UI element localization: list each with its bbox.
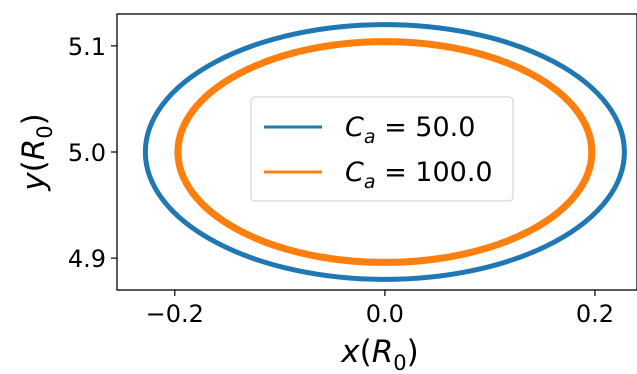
legend-frame	[250, 96, 514, 202]
ticks-layer: −0.2 0.0 0.2 4.9 5.0 5.1	[68, 33, 614, 328]
x-tick-label-2: 0.2	[576, 300, 614, 328]
legend-label-1-base: C	[345, 157, 364, 188]
legend-label-0-sub: a	[364, 126, 376, 148]
y-tick-label-2: 5.1	[68, 33, 106, 61]
series-ellipse-1	[174, 38, 596, 266]
legend: Ca = 50.0 Ca = 100.0	[250, 96, 514, 202]
x-tick-label-1: 0.0	[366, 300, 404, 328]
series-ellipse-0	[142, 22, 627, 282]
y-axis-label: y(R0)	[16, 113, 57, 192]
y-tick-label-0: 4.9	[68, 245, 106, 273]
legend-label-0-base: C	[345, 112, 364, 143]
legend-label-1-rest: = 100.0	[376, 157, 493, 188]
legend-label-1: Ca = 100.0	[345, 157, 493, 193]
y-tick-label-1: 5.0	[68, 139, 106, 167]
x-tick-label-0: −0.2	[146, 300, 204, 328]
legend-label-0-rest: = 50.0	[376, 112, 476, 143]
legend-label-0: Ca = 50.0	[345, 112, 475, 148]
series-layer	[142, 22, 627, 282]
x-axis-label: x(R0)	[340, 334, 419, 374]
legend-label-1-sub: a	[364, 171, 376, 193]
